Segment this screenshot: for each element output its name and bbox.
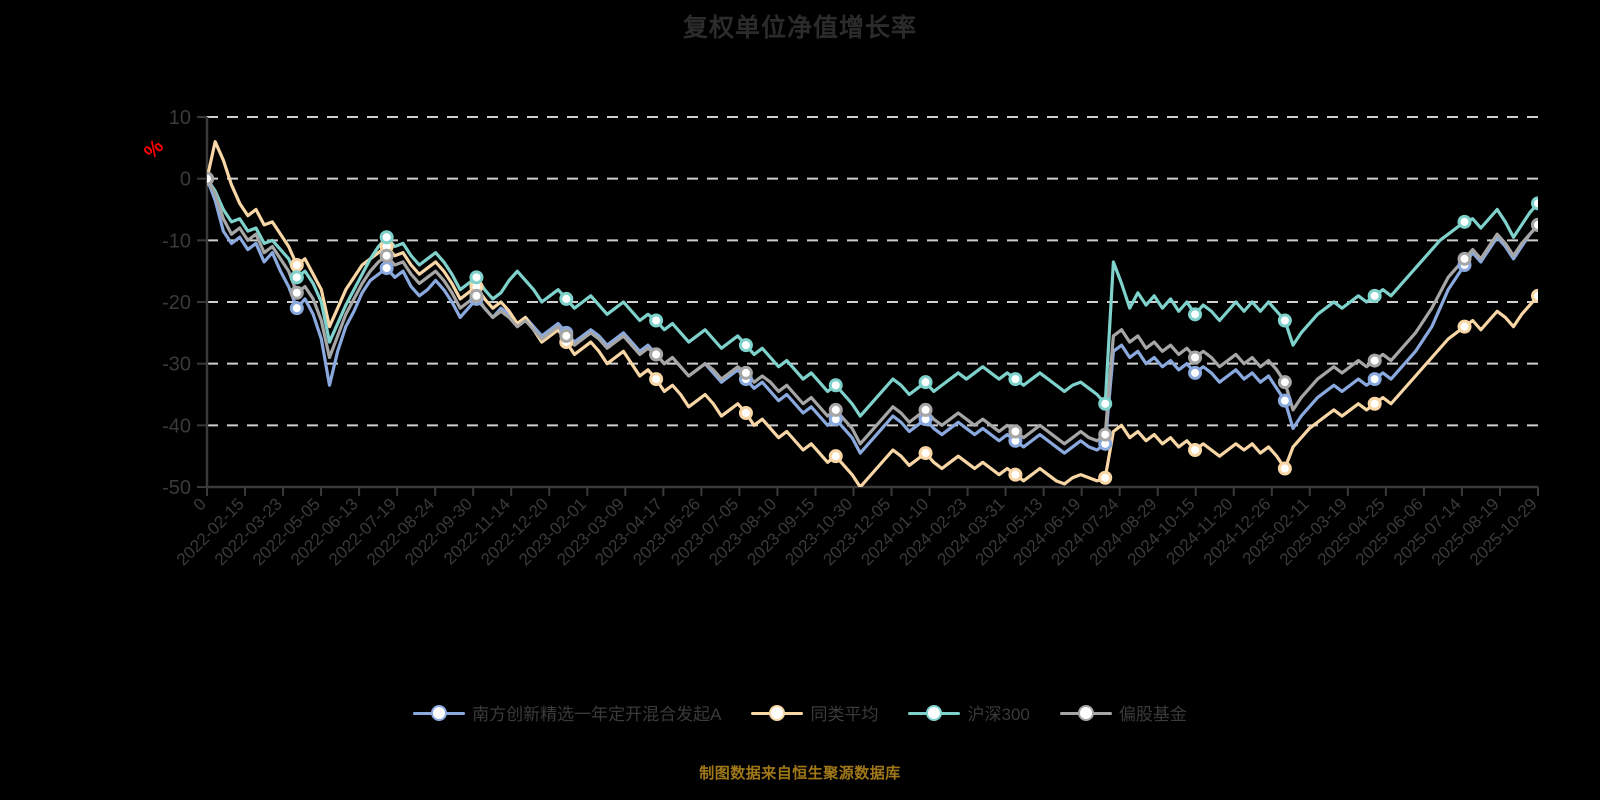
legend-dot-icon [926,704,943,721]
page-title: 复权单位净值增长率 [682,14,917,42]
series-marker-2 [1188,307,1203,322]
series-marker-1 [1008,467,1023,482]
y-axis-tick-label: -10 [162,230,191,252]
series-marker-2 [559,291,574,306]
series-line-3 [207,177,1538,446]
series-marker-3 [207,171,214,186]
series-marker-1 [918,446,933,461]
legend-item-0[interactable]: 南方创新精选一年定开混合发起A [413,700,721,725]
series-marker-2 [1098,396,1113,411]
series-marker-3 [1188,350,1203,365]
series-line-2 [207,177,1538,418]
legend-label: 偏股基金 [1118,705,1187,724]
legend-label: 同类平均 [810,705,879,724]
legend-marker-icon [413,702,466,724]
legend-marker-icon [1059,702,1112,724]
series-marker-3 [469,288,484,303]
series-marker-0 [289,301,304,316]
footer-note: 制图数据来自恒生聚源数据库 [699,765,901,782]
y-axis-tick-label: 0 [180,169,191,191]
series-marker-2 [469,270,484,285]
series-marker-1 [738,406,753,420]
series-endpoint-marker-3 [1531,217,1538,232]
series-marker-2 [1367,288,1382,303]
series-marker-3 [738,365,753,380]
series-marker-0 [379,261,394,276]
series-marker-3 [918,402,933,417]
legend-item-3[interactable]: 偏股基金 [1059,700,1187,725]
series-line-0 [207,177,1538,455]
series-marker-2 [379,230,394,245]
y-axis-tick-label: -20 [162,292,191,314]
series-endpoint-marker-1 [1531,288,1538,303]
series-marker-3 [828,402,843,417]
series-marker-3 [1098,427,1113,442]
series-marker-2 [289,270,304,285]
legend-label: 南方创新精选一年定开混合发起A [472,705,722,724]
line-chart: 100-10-20-30-40-50%02022-02-152022-03-23… [140,107,1541,569]
series-endpoint-marker-2 [1531,196,1538,211]
series-marker-2 [918,375,933,390]
chart-legend: 南方创新精选一年定开混合发起A 同类平均 沪深300 偏股基金 [0,700,1600,725]
series-marker-1 [1188,443,1203,457]
series-marker-3 [559,328,574,343]
series-marker-3 [379,248,394,263]
series-marker-3 [289,285,304,300]
x-axis-tick-label: 0 [190,494,210,514]
series-marker-2 [1008,372,1023,387]
series-marker-1 [1098,470,1113,485]
series-marker-0 [1367,372,1382,387]
legend-dot-icon [1077,704,1094,721]
series-marker-3 [1367,353,1382,368]
series-marker-0 [1277,393,1292,408]
series-marker-3 [649,347,664,362]
series-marker-2 [1457,214,1472,229]
legend-marker-icon [908,702,961,724]
series-marker-2 [1277,313,1292,328]
series-marker-2 [649,313,664,328]
series-marker-3 [1277,375,1292,390]
series-marker-1 [1457,319,1472,334]
series-marker-2 [828,378,843,393]
series-marker-1 [289,258,304,272]
y-axis-unit-label: % [140,135,168,163]
legend-dot-icon [769,704,786,721]
legend-marker-icon [751,702,804,724]
series-marker-3 [1008,424,1023,439]
series-line-1 [207,140,1538,487]
y-axis-tick-label: 10 [169,107,191,129]
series-marker-1 [649,372,664,387]
series-group [207,140,1538,487]
series-marker-3 [1457,251,1472,266]
series-marker-0 [1188,365,1203,380]
series-marker-2 [738,338,753,353]
legend-dot-icon [431,704,448,721]
y-axis-tick-label: -50 [162,477,191,499]
series-marker-1 [1277,461,1292,476]
series-marker-1 [828,449,843,464]
y-axis-tick-label: -30 [162,354,191,376]
legend-label: 沪深300 [967,705,1030,724]
y-axis-tick-label: -40 [162,415,191,437]
legend-item-1[interactable]: 同类平均 [751,700,878,725]
series-marker-1 [1367,396,1382,411]
legend-item-2[interactable]: 沪深300 [908,700,1030,725]
